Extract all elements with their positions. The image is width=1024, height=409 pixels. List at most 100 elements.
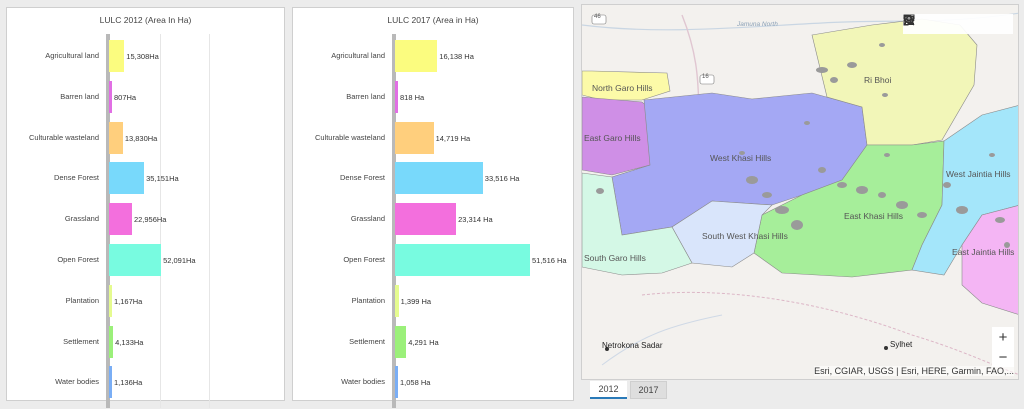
bar[interactable] [395, 325, 407, 358]
value-label: 1,167Ha [114, 296, 143, 306]
category-label: Water bodies [55, 377, 99, 387]
category-label: Grassland [64, 214, 99, 224]
tab-label: 2017 [638, 385, 659, 395]
map-label-south-west-khasi: South West Khasi Hills [702, 231, 788, 241]
category-label: Culturable wasteland [28, 132, 99, 142]
tab-2012[interactable]: 2012 [590, 381, 627, 399]
bar[interactable] [109, 325, 114, 358]
gridline [209, 34, 210, 408]
value-label: 35,151Ha [146, 174, 179, 184]
map-label-east-khasi: East Khasi Hills [844, 211, 904, 221]
map-label-sylhet: Sylhet [890, 340, 913, 349]
river-line [601, 314, 723, 366]
bar[interactable] [109, 80, 112, 113]
zoom-in-button[interactable]: + [992, 327, 1014, 347]
road-shield-46 [591, 14, 607, 25]
zoom-out-button[interactable]: − [992, 347, 1014, 367]
category-label: Dense Forest [339, 173, 385, 183]
category-label: Water bodies [341, 377, 385, 387]
map-label-east-jaintia: East Jaintia Hills [952, 247, 1015, 257]
y-axis-line [106, 34, 110, 408]
category-label: Culturable wasteland [314, 132, 385, 142]
bar[interactable] [395, 80, 398, 113]
category-label: Grassland [350, 214, 385, 224]
road-shield-16 [699, 74, 715, 85]
map-label-west-khasi: West Khasi Hills [710, 153, 772, 163]
category-label: Open Forest [343, 255, 385, 264]
legend-list-icon[interactable] [904, 14, 969, 34]
category-label: Agricultural land [331, 51, 385, 60]
value-label: 1,058 Ha [400, 378, 431, 388]
value-label: 33,516 Ha [484, 174, 520, 184]
value-label: 1,399 Ha [400, 296, 432, 306]
tab-label: 2012 [598, 384, 619, 394]
bar[interactable] [395, 121, 434, 154]
bar[interactable] [109, 121, 123, 154]
south-garo-district [582, 172, 693, 276]
east-jaintia-district [961, 205, 1018, 315]
bar[interactable] [395, 162, 483, 195]
value-label: 4,291 Ha [408, 337, 439, 347]
chart-title: LULC 2012 (Area In Ha) [99, 15, 192, 25]
qr-code-icon[interactable] [903, 14, 1013, 34]
map-label-east-garo: East Garo Hills [584, 133, 641, 143]
map-label-south-garo: South Garo Hills [584, 253, 646, 263]
bar[interactable] [395, 244, 530, 276]
chart-panel-2012: LULC 2012 (Area In Ha) Agricultural land… [6, 7, 285, 408]
north-garo-district [582, 70, 671, 101]
category-label: Plantation [65, 295, 99, 305]
value-label: 22,956Ha [133, 215, 167, 225]
bar[interactable] [109, 40, 125, 72]
bar[interactable] [395, 284, 399, 317]
tab-2017[interactable]: 2017 [630, 381, 667, 399]
map-label-ri-bhoi: Ri Bhoi [864, 75, 892, 85]
map-label-west-jaintia: West Jaintia Hills [946, 169, 1011, 179]
category-label: Barren land [346, 91, 385, 101]
category-label: Agricultural land [45, 51, 99, 60]
map-toolbar [903, 14, 1013, 34]
chart-title: LULC 2017 (Area in Ha) [387, 15, 479, 25]
bar[interactable] [109, 203, 132, 236]
bar[interactable] [109, 162, 145, 195]
category-label: Barren land [60, 91, 99, 101]
bar[interactable] [109, 284, 112, 317]
y-axis-line [392, 34, 396, 408]
road-label-46: 46 [594, 14, 601, 20]
city-marker [605, 347, 609, 351]
map-canvas[interactable] [582, 5, 1019, 380]
value-label: 23,314 Ha [458, 215, 493, 225]
border-line [641, 291, 1018, 375]
bar[interactable] [109, 244, 162, 276]
map-label-netrokona: Netrokona Sadar [602, 341, 663, 350]
road-label-16: 16 [702, 74, 709, 80]
category-label: Dense Forest [53, 173, 99, 183]
value-label: 13,830Ha [124, 133, 158, 143]
map-view[interactable]: 46 16 Jamuna North North Garo Hills Ri B… [581, 4, 1019, 380]
gridline [160, 34, 161, 408]
home-icon[interactable] [903, 14, 947, 34]
city-marker [884, 346, 888, 350]
bar[interactable] [395, 203, 457, 236]
category-label: Settlement [349, 336, 385, 346]
category-label: Open Forest [57, 255, 99, 264]
value-label: 14,719 Ha [435, 133, 471, 143]
value-label: 4,133Ha [115, 337, 144, 347]
settlement-patches [596, 43, 1010, 248]
category-label: Plantation [351, 295, 385, 305]
value-label: 1,136Ha [114, 378, 143, 388]
bar[interactable] [109, 366, 112, 399]
value-label: 51,516 Ha [531, 256, 567, 265]
value-label: 818 Ha [400, 92, 425, 102]
map-label-north-garo: North Garo Hills [592, 83, 653, 93]
value-label: 16,138 Ha [439, 52, 474, 61]
map-attribution: Esri, CGIAR, USGS | Esri, HERE, Garmin, … [814, 366, 1014, 376]
value-label: 52,091Ha [163, 256, 196, 265]
bar[interactable] [395, 40, 438, 72]
river-label: Jamuna North [737, 21, 778, 28]
value-label: 807Ha [114, 92, 137, 102]
bar[interactable] [395, 366, 398, 399]
category-label: Settlement [63, 336, 99, 346]
value-label: 15,308Ha [126, 52, 159, 61]
chart-panel-2017: LULC 2017 (Area in Ha) Agricultural land… [292, 7, 574, 408]
layers-icon[interactable] [903, 14, 991, 34]
